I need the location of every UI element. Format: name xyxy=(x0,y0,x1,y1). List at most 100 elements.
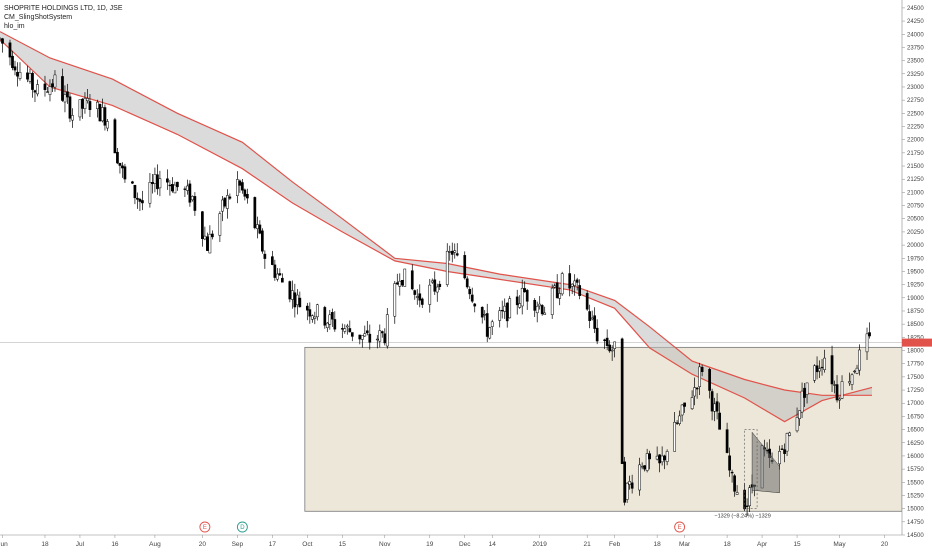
candle[interactable] xyxy=(788,431,791,437)
legend-indicator-1[interactable]: CM_SlingShotSystem xyxy=(4,14,73,21)
candle[interactable] xyxy=(500,300,504,319)
candle[interactable] xyxy=(66,83,69,104)
candle[interactable] xyxy=(206,232,209,251)
candle[interactable] xyxy=(553,283,557,289)
candle[interactable] xyxy=(263,250,267,269)
candle[interactable] xyxy=(568,265,572,297)
candle[interactable] xyxy=(360,335,364,348)
candle[interactable] xyxy=(693,377,696,406)
candle[interactable] xyxy=(131,180,134,184)
candle[interactable] xyxy=(678,410,681,426)
candle[interactable] xyxy=(868,322,871,339)
candle[interactable] xyxy=(695,386,699,399)
candle[interactable] xyxy=(221,195,224,222)
candle[interactable] xyxy=(241,178,244,194)
candle[interactable] xyxy=(490,319,494,335)
candle[interactable] xyxy=(53,70,57,92)
candle[interactable] xyxy=(83,92,87,114)
candle[interactable] xyxy=(655,446,659,461)
candle[interactable] xyxy=(340,323,344,339)
candle[interactable] xyxy=(211,230,214,240)
candle[interactable] xyxy=(28,68,32,84)
candle[interactable] xyxy=(293,283,297,318)
candle[interactable] xyxy=(505,302,509,328)
candle[interactable] xyxy=(330,308,334,328)
candle[interactable] xyxy=(121,162,124,178)
candle[interactable] xyxy=(605,329,609,351)
candle[interactable] xyxy=(728,447,731,477)
candle[interactable] xyxy=(63,85,67,113)
candle[interactable] xyxy=(785,432,789,457)
legend-symbol[interactable]: SHOPRITE HOLDINGS LTD, 1D, JSE xyxy=(4,5,123,12)
candle[interactable] xyxy=(445,243,449,287)
candle[interactable] xyxy=(853,369,856,374)
candle[interactable] xyxy=(840,375,844,400)
candle[interactable] xyxy=(325,322,329,333)
candle[interactable] xyxy=(141,190,144,211)
candle[interactable] xyxy=(275,268,279,282)
candle[interactable] xyxy=(518,295,522,309)
candle[interactable] xyxy=(201,210,204,247)
candle[interactable] xyxy=(333,311,337,332)
candle[interactable] xyxy=(238,179,242,193)
candle[interactable] xyxy=(383,328,387,346)
candle[interactable] xyxy=(88,93,92,118)
candle[interactable] xyxy=(610,345,614,361)
candle[interactable] xyxy=(295,289,299,315)
candle[interactable] xyxy=(415,289,419,305)
candle[interactable] xyxy=(593,307,597,333)
candle[interactable] xyxy=(0,37,2,43)
candle[interactable] xyxy=(398,273,402,296)
candle[interactable] xyxy=(465,276,469,289)
candle[interactable] xyxy=(368,324,372,350)
candle[interactable] xyxy=(823,349,826,373)
candle[interactable] xyxy=(813,364,816,383)
candle[interactable] xyxy=(603,338,607,349)
candle[interactable] xyxy=(438,280,442,291)
candle[interactable] xyxy=(13,60,17,76)
wedge-drawing[interactable] xyxy=(751,431,780,494)
candle[interactable] xyxy=(43,75,47,97)
candle[interactable] xyxy=(815,356,819,380)
candle[interactable] xyxy=(830,345,834,393)
candle[interactable] xyxy=(643,465,646,472)
candle[interactable] xyxy=(236,171,239,204)
candle[interactable] xyxy=(725,422,729,454)
candle[interactable] xyxy=(385,308,389,349)
candle[interactable] xyxy=(570,283,574,295)
candle[interactable] xyxy=(315,303,319,321)
candle[interactable] xyxy=(585,290,589,311)
candle[interactable] xyxy=(253,196,257,230)
candle[interactable] xyxy=(638,457,641,496)
candle[interactable] xyxy=(188,180,192,207)
candle[interactable] xyxy=(18,62,22,81)
candle[interactable] xyxy=(515,289,519,315)
ema-fast-line[interactable] xyxy=(0,39,873,423)
candle[interactable] xyxy=(550,284,554,319)
candle[interactable] xyxy=(578,279,582,300)
candle[interactable] xyxy=(595,319,599,345)
candle[interactable] xyxy=(535,301,539,323)
candle[interactable] xyxy=(803,383,806,408)
candle[interactable] xyxy=(418,284,422,308)
candle[interactable] xyxy=(473,302,477,313)
candle[interactable] xyxy=(365,320,369,336)
candle[interactable] xyxy=(448,245,452,261)
price-axis[interactable]: 14500 14750 15000 15250 15500 15750 16000 16250… xyxy=(901,0,932,550)
candle[interactable] xyxy=(848,372,851,386)
candle[interactable] xyxy=(468,286,472,300)
candle[interactable] xyxy=(730,469,734,483)
candle[interactable] xyxy=(805,382,809,404)
candle[interactable] xyxy=(658,454,661,473)
candle[interactable] xyxy=(858,344,861,376)
candle[interactable] xyxy=(800,382,804,418)
candle[interactable] xyxy=(290,280,294,309)
candle[interactable] xyxy=(33,89,37,102)
candle[interactable] xyxy=(273,259,277,281)
candle[interactable] xyxy=(645,448,649,473)
candle[interactable] xyxy=(403,268,407,287)
candle[interactable] xyxy=(258,220,262,235)
candle[interactable] xyxy=(298,291,302,308)
candle[interactable] xyxy=(498,306,502,328)
